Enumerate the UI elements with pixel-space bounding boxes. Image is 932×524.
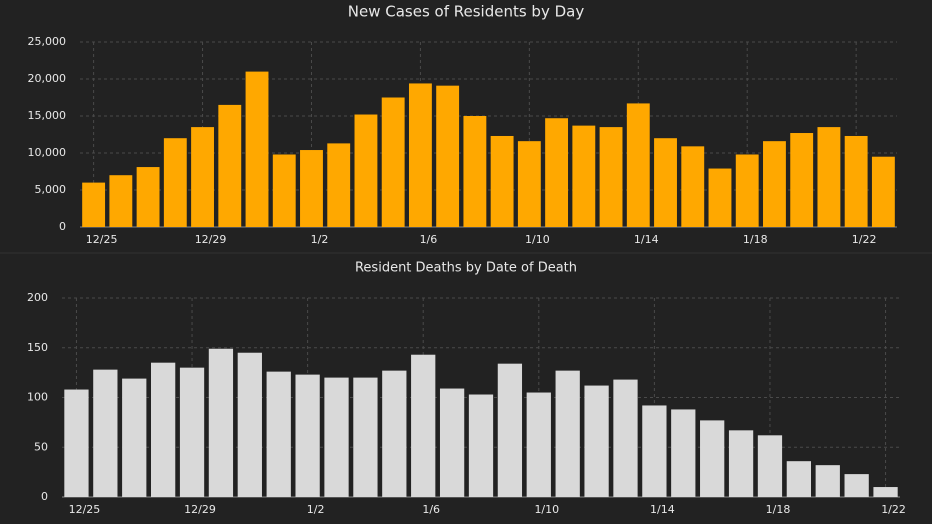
bar	[82, 182, 106, 227]
bar	[735, 154, 759, 227]
bar	[354, 114, 378, 227]
bar	[266, 371, 291, 497]
bar	[757, 435, 783, 497]
bar	[136, 167, 160, 227]
y-tick-label: 15,000	[28, 109, 67, 122]
bar	[163, 138, 187, 227]
bar	[572, 125, 596, 227]
y-tick-label: 10,000	[28, 146, 67, 159]
bar	[844, 135, 868, 227]
bar	[245, 71, 269, 227]
bar	[272, 154, 296, 227]
x-tick-label: 1/18	[743, 233, 768, 246]
chart-title: Resident Deaths by Date of Death	[355, 261, 577, 276]
bar	[844, 474, 869, 497]
x-tick-label: 1/6	[422, 503, 440, 516]
x-tick-label: 1/18	[766, 503, 791, 516]
bar	[327, 143, 351, 227]
bar	[93, 369, 118, 497]
bar	[411, 354, 436, 497]
bar	[382, 370, 407, 497]
bar	[490, 135, 514, 227]
bar	[463, 116, 487, 227]
bar	[815, 465, 840, 497]
bar	[218, 104, 242, 227]
bar	[436, 85, 460, 227]
x-tick-label: 1/10	[534, 503, 559, 516]
bar	[381, 97, 405, 227]
bar	[613, 379, 638, 497]
y-tick-label: 25,000	[28, 35, 67, 48]
y-tick-label: 0	[59, 220, 66, 233]
bar	[208, 348, 234, 497]
bar	[599, 127, 623, 227]
bar	[584, 385, 609, 497]
bar	[109, 175, 133, 227]
bar	[708, 168, 732, 227]
bar	[671, 409, 696, 497]
x-tick-label: 12/29	[184, 503, 216, 516]
x-tick-label: 1/22	[881, 503, 906, 516]
bar	[871, 156, 895, 227]
x-tick-label: 1/22	[852, 233, 877, 246]
x-tick-label: 12/25	[86, 233, 118, 246]
y-tick-label: 5,000	[35, 183, 67, 196]
bar	[151, 362, 176, 497]
bar	[468, 394, 494, 497]
y-tick-label: 50	[34, 440, 48, 453]
y-tick-label: 150	[27, 341, 48, 354]
bar	[728, 430, 754, 497]
bar	[873, 487, 898, 497]
bar	[179, 367, 205, 497]
bar	[324, 377, 349, 497]
y-tick-label: 100	[27, 391, 48, 404]
bar	[353, 377, 378, 497]
x-tick-label: 12/29	[195, 233, 227, 246]
y-tick-label: 200	[27, 291, 48, 304]
bar	[545, 118, 569, 227]
bar	[122, 378, 147, 497]
bar	[295, 374, 320, 497]
bar	[786, 461, 811, 497]
bar	[763, 141, 786, 227]
bar	[497, 363, 523, 497]
bar	[300, 150, 323, 227]
bar	[191, 127, 214, 227]
bar	[517, 141, 541, 227]
bar	[526, 392, 551, 497]
x-tick-label: 1/6	[420, 233, 438, 246]
bar	[555, 370, 580, 497]
x-tick-label: 1/2	[311, 233, 329, 246]
bar	[700, 420, 725, 497]
bar	[817, 127, 841, 227]
bar	[237, 352, 262, 497]
bar	[790, 133, 814, 227]
x-tick-label: 1/2	[307, 503, 325, 516]
bar	[681, 146, 705, 227]
x-tick-label: 1/14	[650, 503, 675, 516]
bar	[408, 83, 432, 227]
bar	[64, 389, 89, 497]
bar	[626, 103, 650, 227]
x-tick-label: 12/25	[69, 503, 101, 516]
y-tick-label: 0	[41, 490, 48, 503]
bar	[642, 405, 667, 497]
y-tick-label: 20,000	[28, 72, 67, 85]
x-tick-label: 1/10	[525, 233, 550, 246]
chart-title: New Cases of Residents by Day	[348, 3, 585, 21]
bar	[654, 138, 677, 227]
x-tick-label: 1/14	[634, 233, 659, 246]
bar	[439, 388, 465, 497]
